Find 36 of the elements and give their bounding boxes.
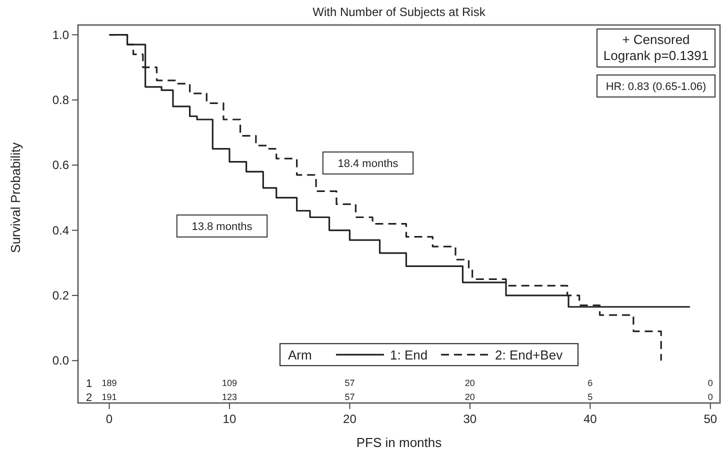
- annotation: 191: [102, 392, 117, 402]
- x-tick-label: 20: [343, 412, 357, 426]
- x-tick-label: 0: [106, 412, 113, 426]
- y-tick-label: 0.6: [52, 158, 70, 172]
- y-tick-label: 0.8: [52, 92, 70, 107]
- annotation: 0: [708, 378, 713, 388]
- x-tick-label: 30: [463, 412, 477, 426]
- annotation: + Censored Logrank p=0.1391: [603, 32, 709, 63]
- y-tick-label: 0.4: [52, 223, 70, 238]
- annotation: 13.8 months: [192, 221, 253, 233]
- annotation: 1: [86, 378, 92, 390]
- annotation: 57: [344, 378, 355, 388]
- annotation: 18.4 months: [338, 158, 399, 170]
- annotation: 5: [588, 392, 593, 402]
- y-axis-title: Survival Probability: [8, 142, 23, 253]
- annotation: 189: [102, 378, 117, 388]
- annotation: 6: [588, 378, 593, 388]
- x-tick-label: 10: [222, 412, 236, 426]
- annotation: 57: [344, 392, 355, 402]
- annotation: 2: [86, 392, 92, 404]
- annotation: 20: [464, 378, 475, 388]
- y-tick-label: 0.2: [52, 288, 70, 302]
- annotation: 123: [222, 392, 237, 402]
- y-tick-label: 1.0: [52, 28, 70, 42]
- x-axis-title: PFS in months: [356, 435, 442, 450]
- annotation: 20: [464, 392, 475, 402]
- annotation: HR: 0.83 (0.65-1.06): [606, 81, 706, 93]
- annotation: 109: [222, 378, 237, 388]
- x-tick-label: 50: [704, 412, 718, 426]
- legend-label: 1: End: [390, 348, 428, 363]
- legend-label: 2: End+Bev: [495, 348, 564, 363]
- annotation: 0: [708, 392, 713, 402]
- y-tick-label: 0.0: [52, 354, 70, 368]
- chart-title: With Number of Subjects at Risk: [312, 5, 486, 19]
- x-tick-label: 40: [583, 412, 598, 426]
- legend-title: Arm: [288, 348, 312, 363]
